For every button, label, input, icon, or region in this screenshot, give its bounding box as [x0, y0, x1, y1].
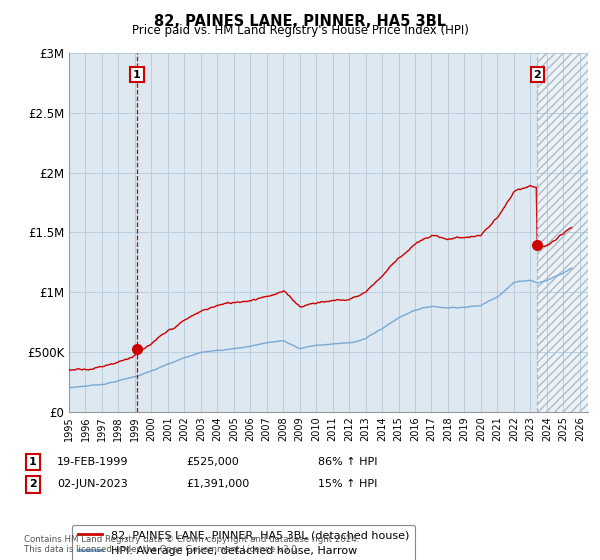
Text: £525,000: £525,000 [186, 457, 239, 467]
Text: 2: 2 [533, 69, 541, 80]
Text: 02-JUN-2023: 02-JUN-2023 [57, 479, 128, 489]
Text: Contains HM Land Registry data © Crown copyright and database right 2024.
This d: Contains HM Land Registry data © Crown c… [24, 535, 359, 554]
Bar [537, 53, 588, 412]
Text: Price paid vs. HM Land Registry's House Price Index (HPI): Price paid vs. HM Land Registry's House … [131, 24, 469, 37]
Legend: 82, PAINES LANE, PINNER, HA5 3BL (detached house), HPI: Average price, detached : 82, PAINES LANE, PINNER, HA5 3BL (detach… [72, 525, 415, 560]
Text: 1: 1 [133, 69, 141, 80]
Text: 15% ↑ HPI: 15% ↑ HPI [318, 479, 377, 489]
Text: £1,391,000: £1,391,000 [186, 479, 249, 489]
Text: 82, PAINES LANE, PINNER, HA5 3BL: 82, PAINES LANE, PINNER, HA5 3BL [154, 14, 446, 29]
Text: 1: 1 [29, 457, 37, 467]
Text: 19-FEB-1999: 19-FEB-1999 [57, 457, 128, 467]
Text: 86% ↑ HPI: 86% ↑ HPI [318, 457, 377, 467]
Text: 2: 2 [29, 479, 37, 489]
